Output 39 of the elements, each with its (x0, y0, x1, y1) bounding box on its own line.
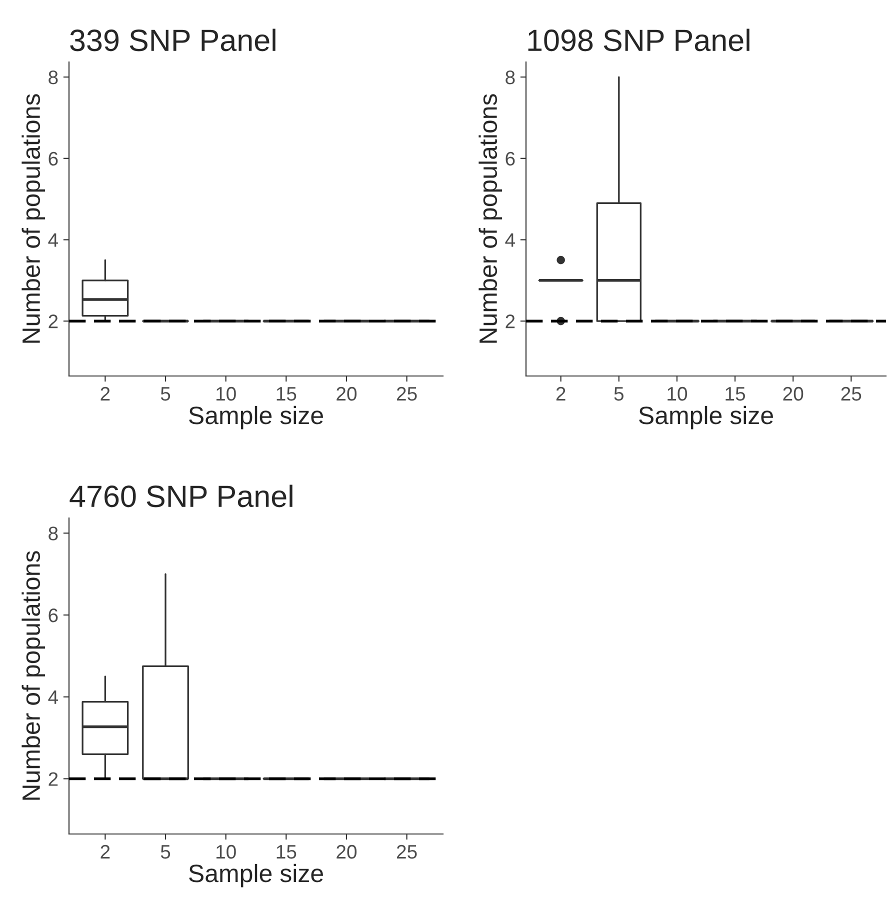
y-tick-label: 8 (48, 526, 58, 540)
x-tick-label: 10 (668, 386, 688, 401)
x-axis-title: Sample size (639, 406, 773, 430)
chart-title: 339 SNP Panel (70, 28, 276, 52)
x-tick-label: 10 (216, 386, 236, 401)
x-axis-title: Sample size (189, 406, 323, 430)
y-tick-label: 4 (48, 233, 58, 247)
y-tick-label: 8 (506, 70, 515, 84)
y-tick-label: 8 (48, 70, 58, 84)
x-axis-title: Sample size (189, 864, 323, 888)
chart-title: 4760 SNP Panel (70, 484, 292, 508)
x-tick-label: 10 (216, 844, 236, 859)
x-tick-label: 15 (276, 845, 296, 859)
x-tick-label: 5 (160, 387, 170, 401)
x-tick-label: 25 (396, 844, 417, 859)
x-tick-label: 25 (396, 386, 417, 401)
chart-title: 1098 SNP Panel (528, 28, 750, 52)
y-tick-label: 6 (48, 152, 58, 166)
y-tick-label: 2 (48, 772, 58, 786)
y-axis-title: Number of populations (22, 551, 45, 800)
y-axis-title: Number of populations (478, 94, 502, 343)
y-tick-label: 4 (505, 233, 516, 247)
x-tick-label: 5 (160, 845, 170, 859)
y-tick-label: 4 (48, 690, 58, 704)
x-tick-label: 5 (614, 387, 624, 401)
y-axis-title: Number of populations (22, 94, 45, 343)
x-tick-label: 15 (276, 387, 296, 401)
y-tick-label: 6 (506, 152, 515, 166)
x-tick-label: 15 (726, 387, 746, 401)
x-tick-label: 20 (783, 386, 804, 401)
y-tick-label: 2 (48, 314, 58, 328)
y-tick-label: 2 (506, 314, 515, 328)
x-tick-label: 2 (100, 844, 110, 859)
x-tick-label: 25 (841, 386, 862, 401)
x-tick-label: 20 (336, 386, 357, 401)
x-tick-label: 20 (336, 844, 357, 859)
x-tick-label: 2 (556, 386, 566, 401)
y-tick-label: 6 (48, 608, 58, 622)
x-tick-label: 2 (100, 386, 110, 401)
